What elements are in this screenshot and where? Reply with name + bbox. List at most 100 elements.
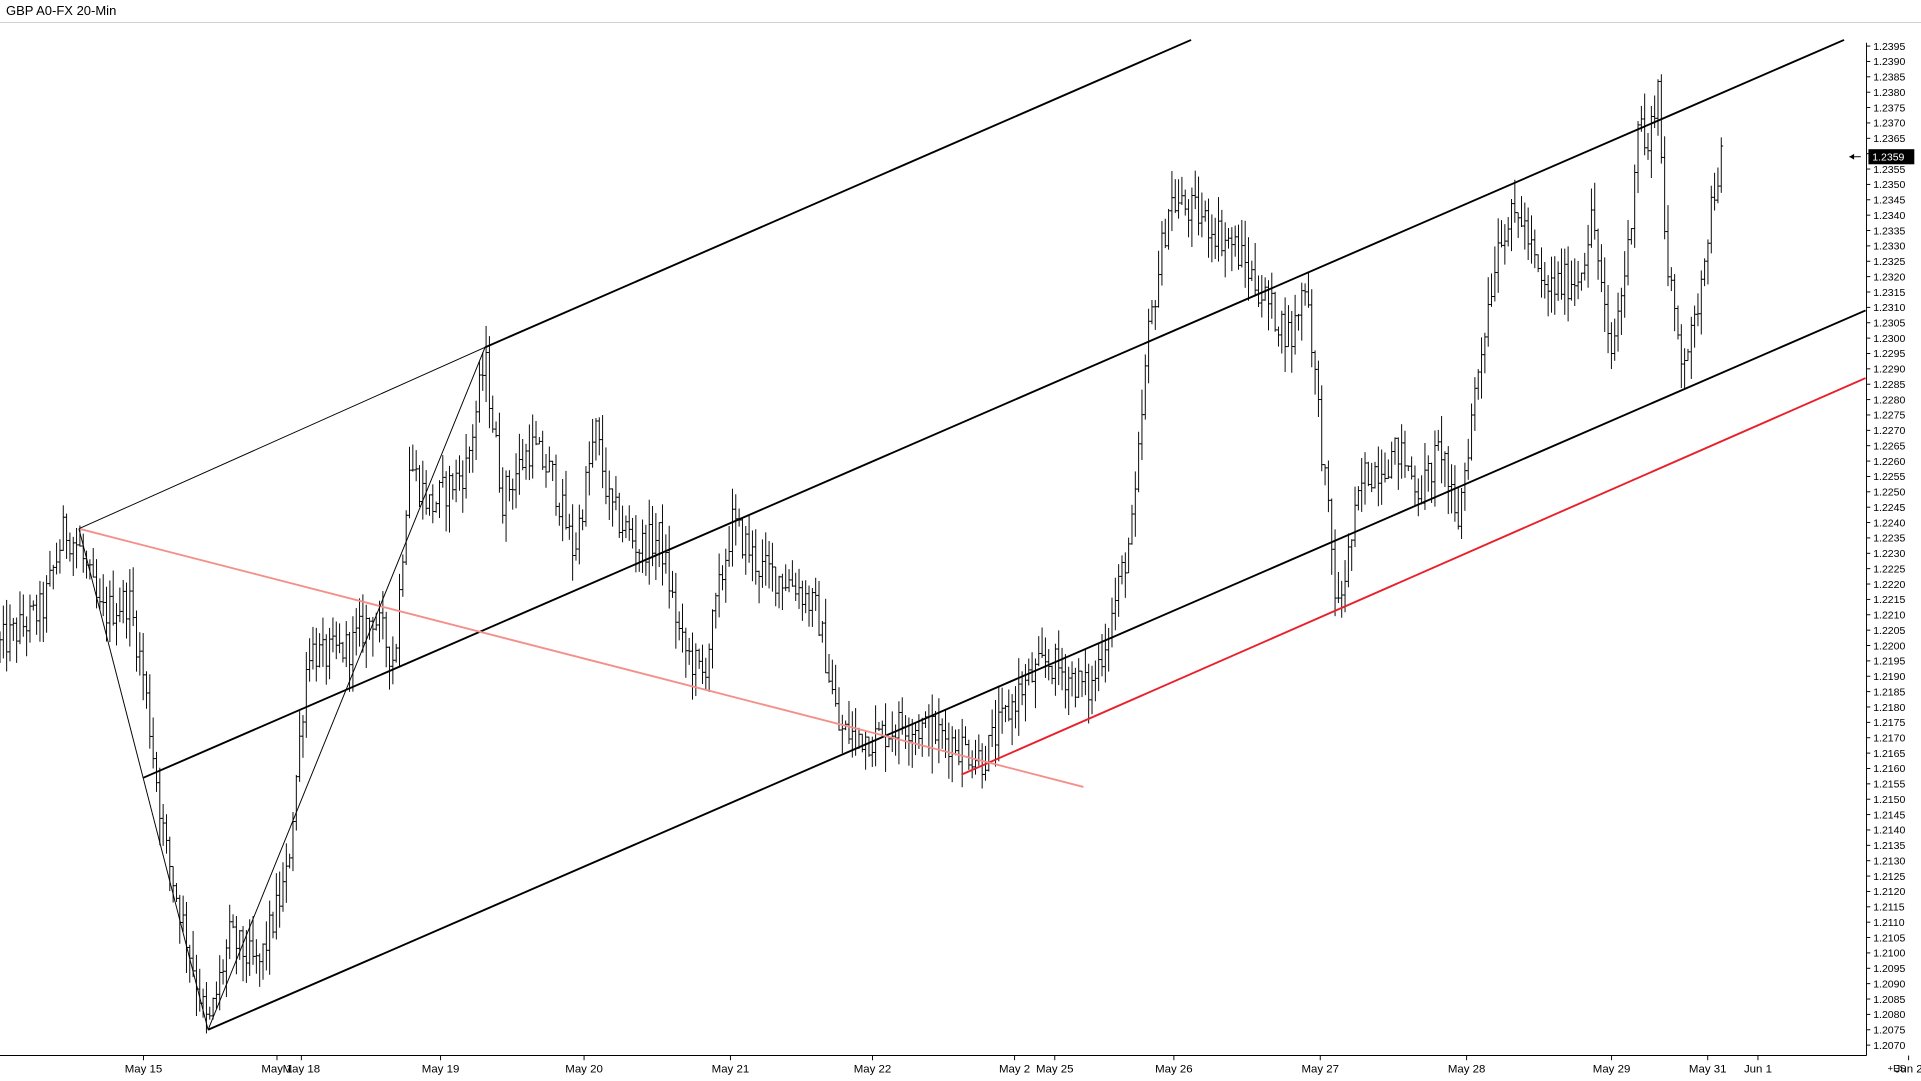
price-bar: [1486, 277, 1491, 347]
price-bar: [1216, 197, 1221, 262]
price-bar: [454, 459, 459, 503]
price-bar: [863, 731, 868, 770]
price-bar: [663, 534, 668, 574]
price-bar: [21, 594, 26, 637]
price-bar: [271, 911, 275, 939]
price-bar: [996, 685, 1001, 762]
price-bar: [107, 580, 112, 643]
trendline-descending-pink[interactable]: [78, 527, 1084, 788]
price-bar: [1239, 219, 1244, 268]
price-bar: [297, 711, 302, 782]
price-bar: [520, 439, 525, 471]
price-bar: [504, 470, 508, 542]
price-bar: [1696, 293, 1700, 327]
last-price-label: 1.2359: [1872, 153, 1904, 164]
price-bar: [627, 505, 632, 541]
price-bar: [1489, 273, 1494, 307]
price-bar: [1436, 429, 1441, 451]
price-bar: [1616, 292, 1620, 352]
price-bar: [873, 705, 878, 767]
price-bar: [1060, 647, 1064, 691]
price-bar: [4, 599, 9, 672]
price-bar: [577, 504, 582, 565]
price-bar: [540, 430, 545, 470]
y-tick-label: 1.2085: [1873, 995, 1905, 1006]
price-bar: [1103, 623, 1108, 683]
y-tick-label: 1.2325: [1873, 257, 1905, 268]
y-tick-label: 1.2390: [1873, 57, 1905, 68]
price-bar: [1469, 403, 1474, 461]
price-bar: [1522, 202, 1527, 250]
price-bar: [357, 598, 362, 647]
price-chart[interactable]: 1.2070 1.2075 1.2080 1.2085 1.2090 1.2095 1.21…: [0, 22, 1921, 1081]
price-bar: [993, 699, 998, 767]
price-bar: [803, 580, 808, 614]
price-bar: [284, 843, 289, 903]
chart-title: GBP A0-FX 20-Min: [6, 3, 117, 18]
price-bar: [41, 581, 46, 643]
price-bar: [184, 901, 189, 974]
price-bar: [963, 726, 968, 746]
price-bar: [813, 577, 818, 612]
price-bar: [720, 565, 725, 591]
price-bar: [1399, 424, 1404, 479]
price-bar: [450, 473, 455, 500]
price-bar: [926, 704, 931, 757]
price-bar: [1536, 254, 1541, 273]
price-bar: [1712, 172, 1717, 211]
trendline-channel-upper[interactable]: [484, 39, 1192, 349]
price-bar: [1023, 664, 1028, 722]
trendline-support-red[interactable]: [961, 377, 1866, 776]
price-bar: [1529, 215, 1534, 264]
price-bar: [494, 421, 498, 438]
price-bar: [1443, 451, 1447, 487]
price-bar: [1173, 179, 1178, 214]
price-bar: [1066, 666, 1071, 716]
trendline-pivot-b-c[interactable]: [207, 347, 486, 1030]
price-bar: [457, 455, 462, 491]
price-bar: [231, 914, 235, 929]
y-tick-label: 1.2380: [1873, 88, 1905, 99]
price-bar: [1160, 221, 1164, 286]
price-bar: [1576, 260, 1581, 300]
price-bar: [1226, 227, 1231, 249]
price-bar: [590, 418, 595, 468]
x-tick-label: May 20: [565, 1064, 603, 1076]
price-bar: [610, 488, 615, 527]
price-bar: [1203, 200, 1208, 222]
price-bar: [1243, 220, 1248, 288]
trendline-pivot-a-c[interactable]: [78, 346, 486, 530]
y-tick-label: 1.2370: [1873, 119, 1905, 130]
price-bar: [777, 575, 781, 609]
price-bar: [1263, 277, 1268, 301]
price-bar: [560, 478, 565, 542]
price-bar: [174, 883, 179, 902]
price-bar: [527, 424, 532, 481]
y-tick-label: 1.2305: [1873, 319, 1905, 330]
price-bar: [171, 866, 176, 903]
price-bar: [507, 470, 512, 502]
price-bar: [580, 509, 585, 531]
price-bar: [1373, 461, 1377, 489]
price-bar: [700, 644, 705, 684]
price-bar: [68, 532, 72, 562]
price-bar: [1183, 189, 1188, 216]
price-bar: [1219, 209, 1224, 257]
trendline-channel-middle[interactable]: [143, 39, 1845, 779]
price-bar: [1316, 360, 1321, 418]
price-bar: [970, 750, 975, 779]
price-bar: [584, 466, 588, 527]
price-bar: [1010, 694, 1015, 746]
price-bar: [1433, 430, 1437, 507]
price-bar: [1466, 438, 1471, 480]
price-bar: [737, 508, 742, 527]
price-bar: [1526, 207, 1531, 261]
price-bar: [387, 646, 392, 690]
price-bar: [597, 417, 602, 456]
price-bar: [790, 560, 795, 587]
trendline-channel-lower[interactable]: [207, 309, 1866, 1031]
price-bar: [1492, 246, 1497, 302]
trendline-pivot-a-b[interactable]: [78, 528, 209, 1030]
price-bar: [1170, 171, 1174, 232]
